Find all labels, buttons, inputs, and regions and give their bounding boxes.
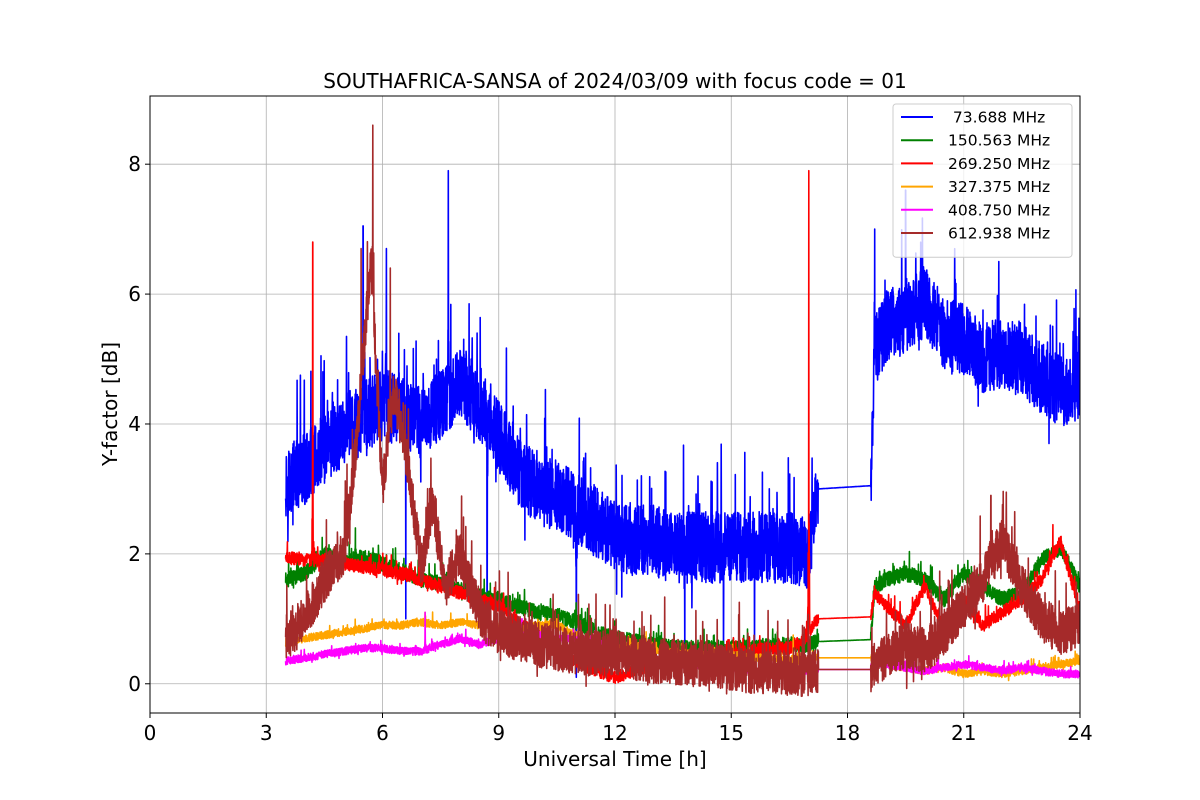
x-tick-label: 6 — [376, 721, 389, 745]
x-tick-label: 3 — [260, 721, 273, 745]
x-axis: 0 3 6 9 12 15 18 21 24 — [144, 713, 1093, 745]
legend: 73.688 MHz 150.563 MHz 269.250 MHz 327.375 … — [892, 103, 1073, 258]
x-tick-label: 12 — [602, 721, 627, 745]
x-tick-label: 18 — [835, 721, 860, 745]
chart-title: SOUTHAFRICA-SANSA of 2024/03/09 with foc… — [323, 69, 907, 93]
legend-entry: 269.250 MHz — [948, 155, 1050, 173]
legend-entry: 612.938 MHz — [948, 225, 1050, 243]
y-axis: 0 2 4 6 8 — [128, 152, 150, 696]
legend-entry: 73.688 MHz — [948, 109, 1045, 127]
y-tick-label: 4 — [128, 412, 141, 436]
legend-box — [892, 103, 1073, 258]
x-tick-label: 15 — [719, 721, 744, 745]
legend-entry: 150.563 MHz — [948, 132, 1050, 150]
x-tick-label: 21 — [951, 721, 976, 745]
series-line — [284, 169, 1080, 679]
y-tick-label: 8 — [128, 152, 141, 176]
series-line — [284, 124, 1080, 698]
legend-entry: 327.375 MHz — [948, 178, 1050, 196]
x-axis-label: Universal Time [h] — [523, 747, 706, 771]
x-tick-label: 24 — [1067, 721, 1092, 745]
y-axis-label: Y-factor [dB] — [98, 342, 122, 467]
x-tick-label: 0 — [144, 721, 157, 745]
series-layer — [284, 124, 1080, 698]
y-tick-label: 0 — [128, 672, 141, 696]
x-tick-label: 9 — [492, 721, 505, 745]
legend-entry: 408.750 MHz — [948, 201, 1050, 219]
y-tick-label: 2 — [128, 542, 141, 566]
y-tick-label: 6 — [128, 282, 141, 306]
